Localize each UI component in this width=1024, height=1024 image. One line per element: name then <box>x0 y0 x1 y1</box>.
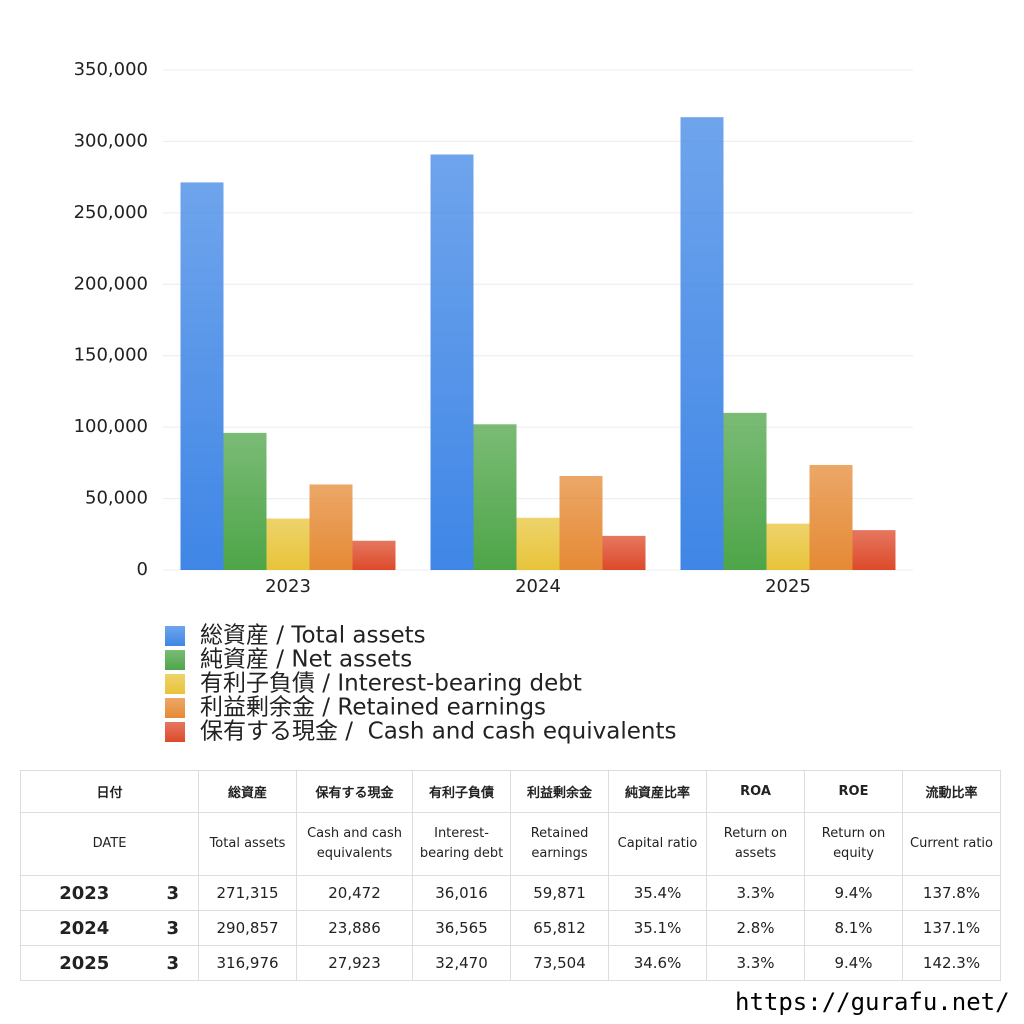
footer-url: https://gurafu.net/ <box>735 988 1010 1016</box>
y-tick-label: 250,000 <box>74 202 148 223</box>
header-cell: Return on equity <box>804 812 904 876</box>
table-cell: 20,472 <box>296 875 414 911</box>
bar <box>266 518 310 570</box>
chart: 0 50,000 100,000 150,000 200,000 250,000 300,0… <box>74 59 913 745</box>
table-cell: 142.3% <box>902 945 1002 981</box>
table-cell: 2023 <box>20 875 148 911</box>
table-cell: 36,565 <box>412 910 512 946</box>
legend-swatch <box>165 626 185 646</box>
table-cell: 3 <box>147 910 200 946</box>
x-tick-label: 2024 <box>515 576 561 597</box>
y-tick-label: 50,000 <box>85 488 148 509</box>
header-cell: Cash and cash equivalents <box>296 812 414 876</box>
legend-label: 利益剰余金 / Retained earnings <box>200 695 546 721</box>
table-cell: 9.4% <box>804 875 904 911</box>
table-cell: 2.8% <box>706 910 806 946</box>
x-tick-label: 2023 <box>265 576 311 597</box>
table-cell: 3.3% <box>706 945 806 981</box>
header-cell: ROE <box>804 770 904 813</box>
header-cell: 純資産比率 <box>608 770 708 813</box>
header-cell: 有利子負債 <box>412 770 512 813</box>
table-cell: 34.6% <box>608 945 708 981</box>
bar <box>680 117 724 571</box>
header-cell: 保有する現金 <box>296 770 414 813</box>
bar <box>852 530 896 570</box>
data-row: 2024 3 290,857 23,886 36,565 65,812 35.1% 2.8% 8… <box>20 910 1002 946</box>
x-tick-label: 2025 <box>765 576 811 597</box>
data-row: 2025 3 316,976 27,923 32,470 73,504 34.6% 3.3% 9… <box>20 945 1002 981</box>
header-cell: Interest-bearing debt <box>412 812 512 876</box>
table-cell: 2024 <box>20 910 148 946</box>
legend-label: 保有する現金 / Cash and cash equivalents <box>200 719 676 745</box>
table-cell: 2025 <box>20 945 148 981</box>
table-cell: 65,812 <box>510 910 610 946</box>
header-cell: Total assets <box>198 812 298 876</box>
header-cell: 利益剰余金 <box>510 770 610 813</box>
legend-label: 総資産 / Total assets <box>200 623 426 649</box>
bar <box>602 535 646 570</box>
header-cell: 日付 <box>19 770 200 813</box>
bar <box>352 540 396 570</box>
header-cell: Return on assets <box>706 812 806 876</box>
legend-swatch <box>165 722 185 742</box>
table-cell: 9.4% <box>804 945 904 981</box>
header-cell: Retained earnings <box>510 812 610 876</box>
legend-swatch <box>165 674 185 694</box>
data-row: 2023 3 271,315 20,472 36,016 59,871 35.4% 3.3% 9… <box>20 875 1002 911</box>
table-cell: 3.3% <box>706 875 806 911</box>
legend-swatch <box>165 698 185 718</box>
y-tick-label: 200,000 <box>74 273 148 294</box>
table-cell: 8.1% <box>804 910 904 946</box>
bar <box>516 517 560 570</box>
y-tick-label: 300,000 <box>74 130 148 151</box>
table-cell: 36,016 <box>412 875 512 911</box>
bar <box>223 432 267 570</box>
table-cell: 23,886 <box>296 910 414 946</box>
bar <box>473 424 517 570</box>
legend-swatch <box>165 650 185 670</box>
bar <box>430 154 474 571</box>
header-cell: 流動比率 <box>902 770 1002 813</box>
table-cell: 32,470 <box>412 945 512 981</box>
y-tick-label: 0 <box>137 559 148 580</box>
header-row: 日付 総資産 保有する現金 有利子負債 利益剰余金 純資産比率 ROA ROE 流動比率 <box>19 770 1002 813</box>
table-cell: 290,857 <box>198 910 298 946</box>
table-cell: 3 <box>147 875 200 911</box>
table-cell: 3 <box>147 945 200 981</box>
header-cell: Current ratio <box>902 812 1002 876</box>
legend-label: 純資産 / Net assets <box>200 647 412 673</box>
y-tick-label: 350,000 <box>74 59 148 80</box>
table-cell: 27,923 <box>296 945 414 981</box>
bar <box>309 484 353 570</box>
table-cell: 316,976 <box>198 945 298 981</box>
table-cell: 35.4% <box>608 875 708 911</box>
header-row: DATE Total assets Cash and cash equivalent… <box>19 812 1002 876</box>
table-cell: 35.1% <box>608 910 708 946</box>
bar <box>723 412 767 570</box>
header-cell: DATE <box>19 812 200 876</box>
legend-label: 有利子負債 / Interest-bearing debt <box>200 671 582 697</box>
table-cell: 271,315 <box>198 875 298 911</box>
header-cell: ROA <box>706 770 806 813</box>
y-tick-label: 100,000 <box>74 416 148 437</box>
bar <box>766 523 810 570</box>
y-tick-label: 150,000 <box>74 345 148 366</box>
table-cell: 137.1% <box>902 910 1002 946</box>
header-cell: Capital ratio <box>608 812 708 876</box>
bar <box>809 464 853 570</box>
data-table: 日付 総資産 保有する現金 有利子負債 利益剰余金 純資産比率 ROA ROE 流動比率 DATE… <box>19 770 1002 981</box>
table-cell: 73,504 <box>510 945 610 981</box>
header-cell: 総資産 <box>198 770 298 813</box>
bar <box>180 182 224 570</box>
table-cell: 137.8% <box>902 875 1002 911</box>
table-cell: 59,871 <box>510 875 610 911</box>
bar <box>559 475 603 570</box>
